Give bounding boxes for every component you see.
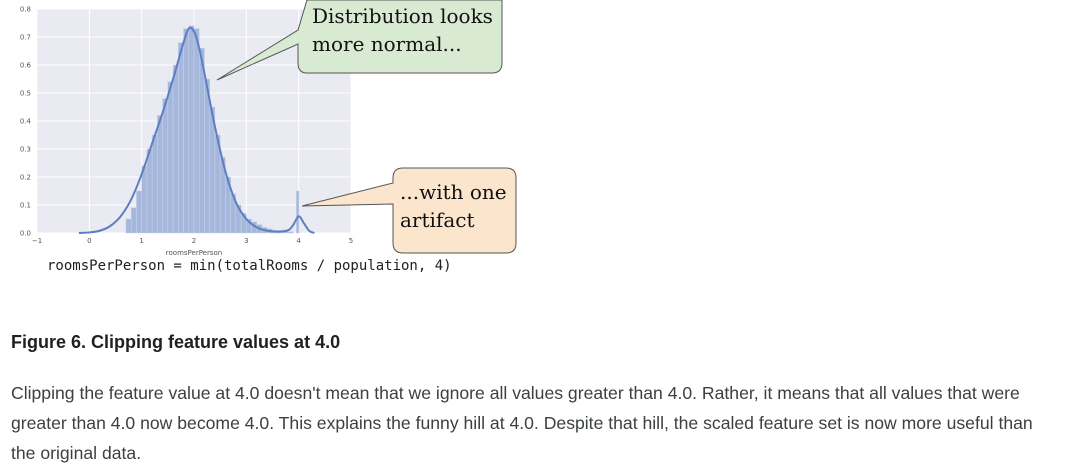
histogram-bar (167, 81, 174, 234)
annotation-normal-bubble (216, 0, 503, 81)
x-tick-label: −1 (32, 237, 42, 245)
annotation-artifact-line-2: artifact (400, 208, 474, 232)
histogram-bar (162, 98, 169, 234)
annotation-artifact: ...with one artifact (301, 167, 517, 254)
histogram-bar (151, 134, 158, 234)
histogram-chart: 0.0 0.1 0.2 0.3 0.4 0.5 0.6 0.7 0.8 −1 0 1 2 3 4 5 roo… (20, 0, 517, 257)
x-tick-label: 1 (139, 237, 143, 245)
y-tick-label: 0.8 (20, 6, 31, 14)
annotation-normal-line-1: Distribution looks (312, 4, 493, 28)
y-tick-label: 0.5 (20, 90, 31, 98)
annotation-normal: Distribution looks more normal... (216, 0, 503, 81)
y-tick-label: 0.4 (20, 118, 32, 126)
histogram-figure: 0.0 0.1 0.2 0.3 0.4 0.5 0.6 0.7 0.8 −1 0 1 2 3 4 5 roo… (0, 0, 530, 290)
annotation-artifact-line-1: ...with one (400, 180, 507, 204)
explanation-paragraph: Clipping the feature value at 4.0 doesn'… (11, 383, 1033, 463)
y-tick-label: 0.7 (20, 34, 31, 42)
y-tick-label: 0.2 (20, 174, 31, 182)
histogram-bar (146, 148, 153, 234)
y-tick-label: 0.1 (20, 202, 31, 210)
histogram-bar (125, 218, 132, 234)
y-tick-label: 0.6 (20, 62, 32, 70)
x-tick-labels: −1 0 1 2 3 4 5 (32, 237, 353, 245)
histogram-bars (125, 25, 300, 234)
annotation-artifact-bubble (301, 167, 517, 254)
x-tick-label: 0 (87, 237, 91, 245)
x-axis-title: roomsPerPerson (166, 249, 222, 257)
y-tick-label: 0.3 (20, 146, 31, 154)
clipping-formula: roomsPerPerson = min(totalRooms / popula… (47, 258, 452, 274)
histogram-bar (296, 190, 300, 234)
annotation-normal-line-2: more normal... (312, 32, 462, 56)
x-tick-label: 4 (296, 237, 301, 245)
histogram-bar (183, 28, 190, 234)
histogram-bar (172, 64, 179, 234)
histogram-bar (136, 190, 142, 234)
histogram-bar (157, 115, 163, 234)
histogram-bar (198, 47, 205, 234)
histogram-bar (193, 28, 200, 234)
kde-curve (78, 26, 315, 234)
histogram-bar (178, 42, 184, 234)
histogram-bar (287, 231, 294, 234)
x-tick-label: 3 (244, 237, 248, 245)
x-tick-label: 2 (192, 237, 196, 245)
histogram-bar (188, 25, 195, 234)
histogram-bar (204, 78, 210, 234)
figure-caption: Figure 6. Clipping feature values at 4.0 (11, 332, 341, 352)
x-tick-label: 5 (349, 237, 353, 245)
histogram-bar (141, 165, 148, 234)
y-tick-labels: 0.0 0.1 0.2 0.3 0.4 0.5 0.6 0.7 0.8 (20, 6, 32, 238)
y-tick-label: 0.0 (20, 230, 31, 238)
histogram-bar (130, 207, 137, 234)
